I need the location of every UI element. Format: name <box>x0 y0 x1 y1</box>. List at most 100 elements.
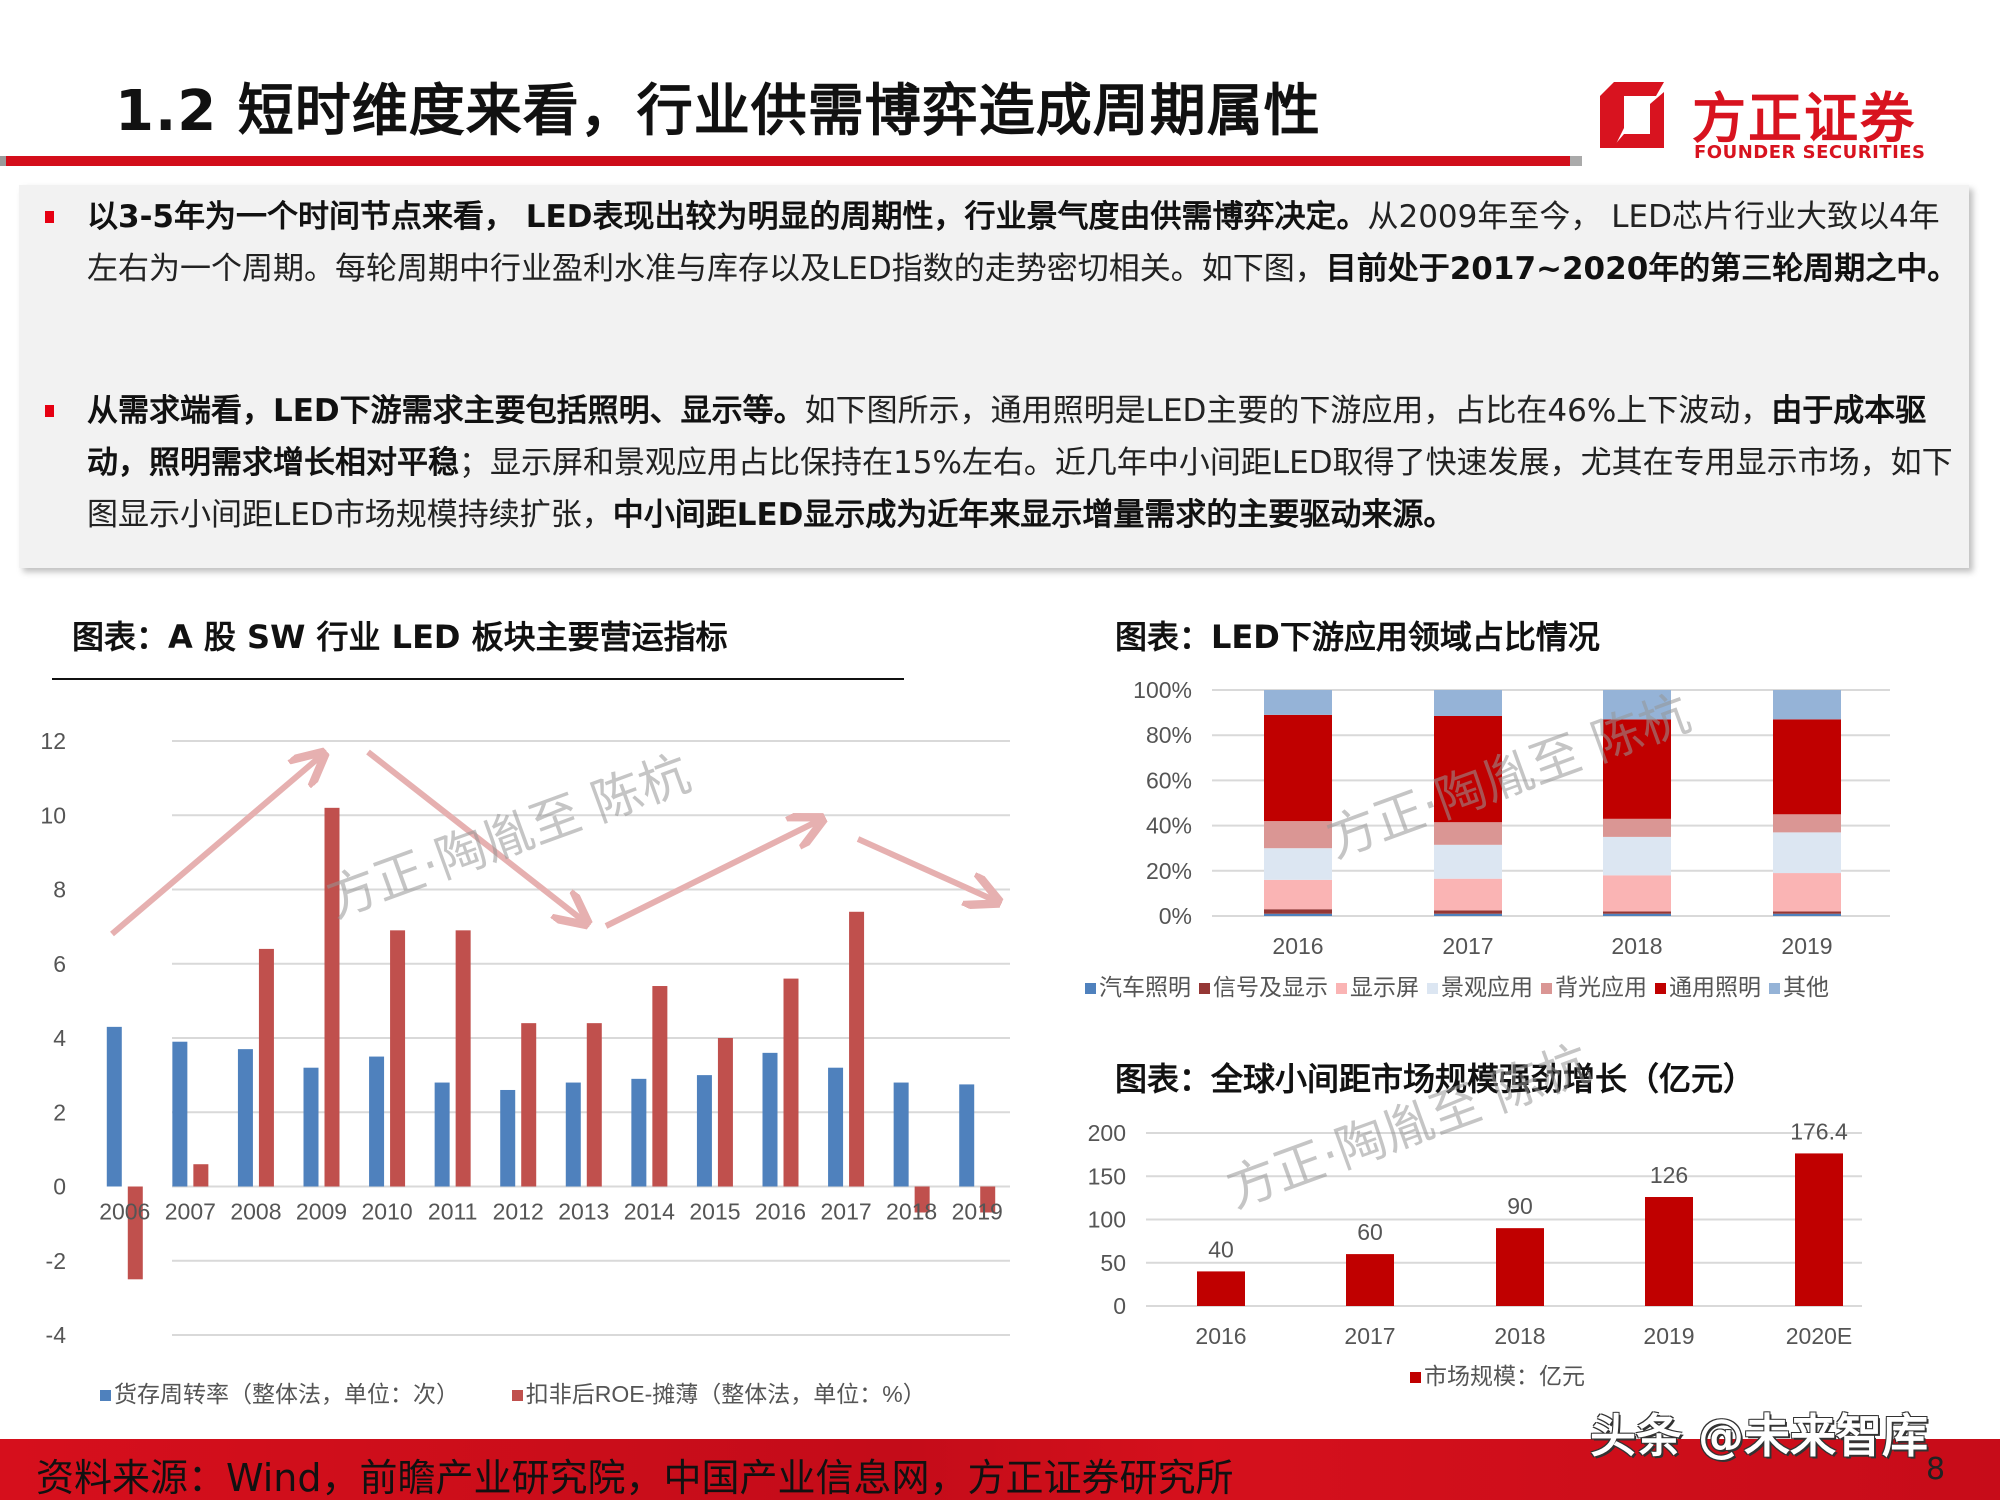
stack-segment <box>1264 909 1332 914</box>
x-tick-label: 2007 <box>165 1199 216 1225</box>
stacked-bar-chart-downstream: 100% 80% 60% 40% 20% 0% 2016 2017 2018 2019 <box>1133 677 1890 959</box>
cycle-arrow-icon <box>110 755 322 937</box>
legend-swatch-icon <box>1427 983 1438 995</box>
stack-segment <box>1773 832 1841 874</box>
bar-chart-fine-pitch-market: 200 150 100 50 0 40 2016 60 2017 90 2018 126 2019 176… <box>1088 1118 1862 1349</box>
bar <box>521 1023 537 1187</box>
x-tick-label: 2016 <box>1195 1323 1246 1349</box>
footer-bar <box>0 1439 2000 1500</box>
stack-segment <box>1773 873 1841 912</box>
bar <box>783 978 799 1187</box>
chart-left-legend: 货存周转率（整体法，单位：次） 扣非后ROE-摊薄（整体法，单位：%） <box>100 1375 926 1409</box>
y-tick-label: 20% <box>1146 858 1192 884</box>
y-tick-label: 200 <box>1088 1120 1126 1146</box>
y-tick-label: 6 <box>53 951 66 977</box>
bar <box>849 911 865 1187</box>
bar-chart-led-operating: 12 10 8 6 4 2 0 -2 -4 2006 2007 2008 2009 2010 2011 201… <box>40 728 1010 1348</box>
stack-segment <box>1773 719 1841 815</box>
title-underline-bar <box>0 156 1570 166</box>
bar <box>303 1067 319 1187</box>
bar <box>1645 1197 1693 1306</box>
stack-segment <box>1603 836 1671 876</box>
bar <box>127 1186 143 1280</box>
bullet-segment: 目前处于2017~2020年的第三轮周期之中。 <box>1325 251 1959 287</box>
company-logo: 方正证券 FOUNDER SECURITIES <box>1600 76 1930 166</box>
stack-segment <box>1264 913 1332 916</box>
stack-segment <box>1434 844 1502 879</box>
x-tick-label: 2012 <box>493 1199 544 1225</box>
founder-logo-icon <box>1600 82 1664 148</box>
legend-swatch-icon <box>1541 983 1552 995</box>
stack-segment <box>1603 818 1671 837</box>
x-tick-label: 2013 <box>558 1199 609 1225</box>
bar <box>369 1056 385 1187</box>
x-tick-label: 2009 <box>296 1199 347 1225</box>
bar <box>1346 1254 1394 1306</box>
stack-segment <box>1603 719 1671 819</box>
legend-label: 信号及显示 <box>1213 974 1328 1000</box>
platform-watermark: 头条 @未来智库 <box>1590 1409 1929 1463</box>
stack-segment <box>1434 878 1502 911</box>
y-tick-label: 2 <box>53 1099 66 1125</box>
y-tick-label: -4 <box>46 1322 67 1348</box>
title-underline-end <box>1570 156 1582 166</box>
stack-segment <box>1264 690 1332 715</box>
legend-label: 通用照明 <box>1669 974 1761 1000</box>
y-tick-label: 10 <box>40 802 66 828</box>
chart-market-legend: 市场规模：亿元 <box>1410 1357 1585 1391</box>
stack-segment <box>1264 848 1332 880</box>
y-tick-label: 100 <box>1088 1207 1126 1233</box>
legend-label-inventory-turnover: 货存周转率（整体法，单位：次） <box>114 1381 459 1407</box>
legend-label: 汽车照明 <box>1099 974 1191 1000</box>
x-tick-label: 2017 <box>820 1199 871 1225</box>
bar <box>959 1084 975 1187</box>
y-tick-label: -2 <box>46 1248 66 1274</box>
y-tick-label: 8 <box>53 877 66 903</box>
stack-segment <box>1603 690 1671 720</box>
logo-name-en: FOUNDER SECURITIES <box>1694 142 1926 163</box>
cycle-arrow-icon <box>604 820 820 929</box>
bar <box>652 986 668 1187</box>
bar <box>1197 1271 1245 1306</box>
bar <box>631 1078 647 1187</box>
legend-swatch-inventory-icon <box>100 1390 111 1402</box>
stack-segment <box>1434 910 1502 914</box>
bullet-1-text: 以3-5年为一个时间节点来看， LED表现出较为明显的周期性，行业景气度由供需博… <box>87 191 1967 295</box>
bullet-segment: ；显示屏和景观应用占比保持在15%左右。近几年中小间距LED取得了快速发展，尤其… <box>87 445 1953 533</box>
bar <box>390 930 406 1187</box>
y-tick-label: 50 <box>1100 1250 1126 1276</box>
y-tick-label: 4 <box>53 1025 66 1051</box>
bullet-segment: 如下图所示，通用照明是LED主要的下游应用，占比在46%上下波动， <box>804 393 1772 429</box>
legend-swatch-icon <box>1655 983 1666 995</box>
stack-segment <box>1773 913 1841 916</box>
bullet-marker-icon <box>45 211 54 223</box>
y-tick-label: 0 <box>1113 1293 1126 1319</box>
x-tick-label: 2018 <box>1494 1323 1545 1349</box>
legend-label: 显示屏 <box>1350 974 1419 1000</box>
x-tick-label: 2019 <box>1781 933 1832 959</box>
cycle-arrow-icon <box>366 749 585 922</box>
x-tick-label: 2016 <box>755 1199 806 1225</box>
x-tick-label: 2017 <box>1344 1323 1395 1349</box>
bar <box>980 1186 996 1213</box>
bar <box>893 1082 909 1187</box>
bar <box>193 1164 209 1187</box>
bar <box>237 1049 253 1187</box>
x-tick-label: 2014 <box>624 1199 675 1225</box>
stack-segment <box>1434 690 1502 716</box>
data-label: 90 <box>1507 1193 1533 1219</box>
bar <box>762 1052 778 1187</box>
data-label: 126 <box>1650 1162 1688 1188</box>
data-label: 60 <box>1357 1219 1383 1245</box>
stack-segment <box>1434 715 1502 823</box>
y-tick-label: 12 <box>40 728 66 754</box>
y-tick-label: 0% <box>1159 903 1192 929</box>
x-tick-label: 2010 <box>361 1199 412 1225</box>
x-tick-label: 2011 <box>428 1199 477 1225</box>
legend-swatch-market-icon <box>1410 1372 1421 1384</box>
x-tick-label: 2018 <box>1611 933 1662 959</box>
page-title: 1.2 短时维度来看，行业供需博弈造成周期属性 <box>115 79 1321 144</box>
x-tick-label: 2008 <box>230 1199 281 1225</box>
x-tick-label: 2015 <box>689 1199 740 1225</box>
y-tick-label: 0 <box>53 1174 66 1200</box>
